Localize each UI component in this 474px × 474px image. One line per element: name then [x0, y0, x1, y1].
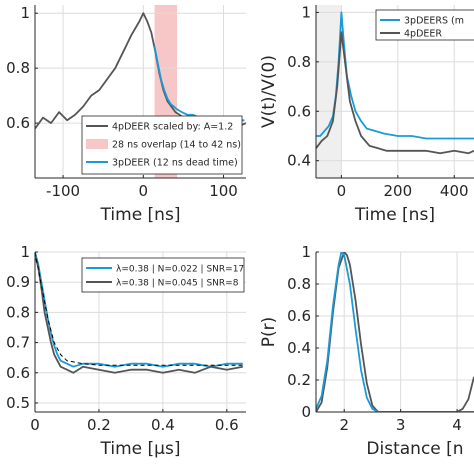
x-tick-label: 0.4 [151, 416, 175, 434]
y-tick-label: 0.8 [287, 275, 311, 293]
series-group [316, 11, 474, 155]
legend-label: 3pDEERS (m [404, 16, 464, 27]
x-tick-label: 0 [337, 182, 347, 200]
series-group [35, 252, 243, 374]
legend: λ=0.38 | N=0.022 | SNR=17 λ=0.38 | N=0.04… [81, 257, 245, 293]
y-tick-label: 0.8 [6, 303, 30, 321]
x-tick-label: 0 [30, 416, 40, 434]
panel-2: 0 200 400 0.4 0.6 0.8 1 Time [ns] V(t)/V(0) 3pDEE… [259, 3, 474, 225]
x-tick-label: 4 [452, 416, 462, 434]
legend-box [375, 9, 474, 41]
legend: 4pDEER scaled by: A=1.2 28 ns overlap (14… [81, 115, 243, 175]
x-axis-label: Time [ns] [354, 205, 435, 225]
x-tick-label: 0.2 [87, 416, 111, 434]
y-tick-label: 0.6 [6, 114, 30, 132]
series-group [316, 252, 474, 412]
y-tick-label: 0.8 [287, 53, 311, 71]
legend-box [81, 257, 245, 293]
x-tick-label: 400 [440, 182, 469, 200]
legend-patch [86, 139, 108, 149]
series-line-1 [316, 11, 474, 140]
legend-label: λ=0.38 | N=0.045 | SNR=8 [116, 279, 239, 289]
legend: 3pDEERS (m 4pDEER [375, 9, 474, 41]
y-axis-label: P(r) [259, 317, 279, 348]
legend-box [81, 115, 243, 175]
x-tick-label: 200 [384, 182, 413, 200]
x-tick-label: 0.6 [215, 416, 239, 434]
x-tick-label: 0 [139, 182, 149, 200]
y-tick-label: 0.9 [6, 273, 30, 291]
y-tick-label: 1 [301, 3, 311, 21]
y-tick-label: 0.4 [287, 152, 311, 170]
series-line-2 [316, 252, 474, 412]
x-tick-label: 2 [339, 416, 349, 434]
legend-label: 28 ns overlap (14 to 42 ns) [112, 140, 241, 151]
panel-3: 0 0.2 0.4 0.6 0.5 0.6 0.7 0.8 0.9 1 Time [μs] λ=0.3… [6, 243, 246, 459]
y-tick-label: 0.7 [6, 334, 30, 352]
legend-label: 4pDEER [404, 29, 442, 40]
legend-label: 3pDEER (12 ns dead time) [112, 158, 238, 169]
series-line-2 [35, 254, 243, 374]
series-line-2 [316, 31, 474, 155]
plot-area [316, 252, 474, 412]
x-tick-label: 100 [209, 182, 238, 200]
panel-4: 2 3 4 0 0.2 0.4 0.6 0.8 1 Distance [n P(r) [259, 243, 474, 459]
panel-1: -100 0 100 0.6 0.8 1 Time [ns] 4pDEER scaled by… [6, 4, 246, 225]
x-tick-label: -100 [46, 182, 80, 200]
y-tick-label: 0.6 [287, 102, 311, 120]
shaded-region [316, 5, 342, 178]
x-axis-label: Time [μs] [100, 439, 181, 459]
x-axis-label: Distance [n [366, 439, 463, 459]
legend-label: 4pDEER scaled by: A=1.2 [112, 122, 233, 133]
x-tick-label: 3 [396, 416, 406, 434]
y-tick-label: 0.4 [287, 339, 311, 357]
y-tick-label: 1 [20, 243, 30, 261]
series-line-1 [316, 252, 474, 412]
y-tick-label: 0.6 [287, 307, 311, 325]
y-tick-label: 0.2 [287, 371, 311, 389]
y-tick-label: 1 [301, 243, 311, 261]
y-tick-label: 0.8 [6, 59, 30, 77]
y-axis-label: V(t)/V(0) [259, 55, 279, 128]
y-tick-label: 0 [301, 403, 311, 421]
y-tick-label: 0.5 [6, 394, 30, 412]
legend-label: λ=0.38 | N=0.022 | SNR=17 [116, 265, 244, 275]
y-tick-label: 0.6 [6, 364, 30, 382]
x-axis-label: Time [ns] [100, 205, 181, 225]
y-tick-label: 1 [20, 4, 30, 22]
